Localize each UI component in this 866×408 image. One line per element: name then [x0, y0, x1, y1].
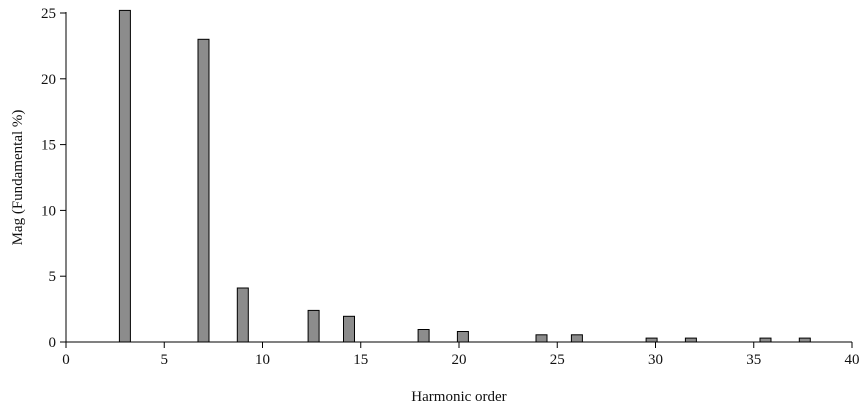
bar-harmonic-35-6 [759, 337, 772, 343]
bar-harmonic-29-8 [645, 337, 658, 343]
y-tick-label: 10 [41, 203, 56, 219]
bar-harmonic-12-6 [307, 309, 320, 343]
y-tick-label: 0 [49, 335, 57, 351]
x-tick-label: 20 [452, 352, 467, 368]
x-tick-label: 35 [746, 352, 761, 368]
x-tick-label: 0 [62, 352, 70, 368]
bar-harmonic-3 [118, 9, 131, 343]
bar-harmonic-7 [197, 38, 210, 343]
bar-harmonic-37-6 [798, 337, 811, 343]
x-tick-label: 30 [648, 352, 663, 368]
y-tick-label: 5 [49, 269, 57, 285]
bar-harmonic-20-2 [456, 331, 469, 343]
bar-harmonic-31-8 [684, 337, 697, 343]
x-tick-label: 5 [161, 352, 169, 368]
bar-harmonic-18-2 [417, 329, 430, 343]
x-tick-label: 40 [845, 352, 860, 368]
bar-harmonic-9 [236, 287, 249, 343]
y-tick-label: 25 [41, 6, 56, 22]
y-tick-label: 20 [41, 72, 56, 88]
y-axis-title: Mag (Fundamental %) [10, 110, 26, 246]
x-tick-label: 15 [353, 352, 368, 368]
ticks-layer: 0 5 10 15 20 25 30 35 40 0 5 10 15 20 25 [41, 6, 860, 368]
bar-harmonic-14-4 [343, 315, 355, 343]
y-tick-label: 15 [41, 138, 56, 154]
x-tick-label: 10 [255, 352, 270, 368]
bars-layer [118, 9, 811, 343]
x-axis-title: Harmonic order [411, 389, 506, 405]
x-tick-label: 25 [550, 352, 565, 368]
bar-harmonic-24-2 [535, 334, 548, 343]
bar-harmonic-26 [570, 334, 583, 343]
